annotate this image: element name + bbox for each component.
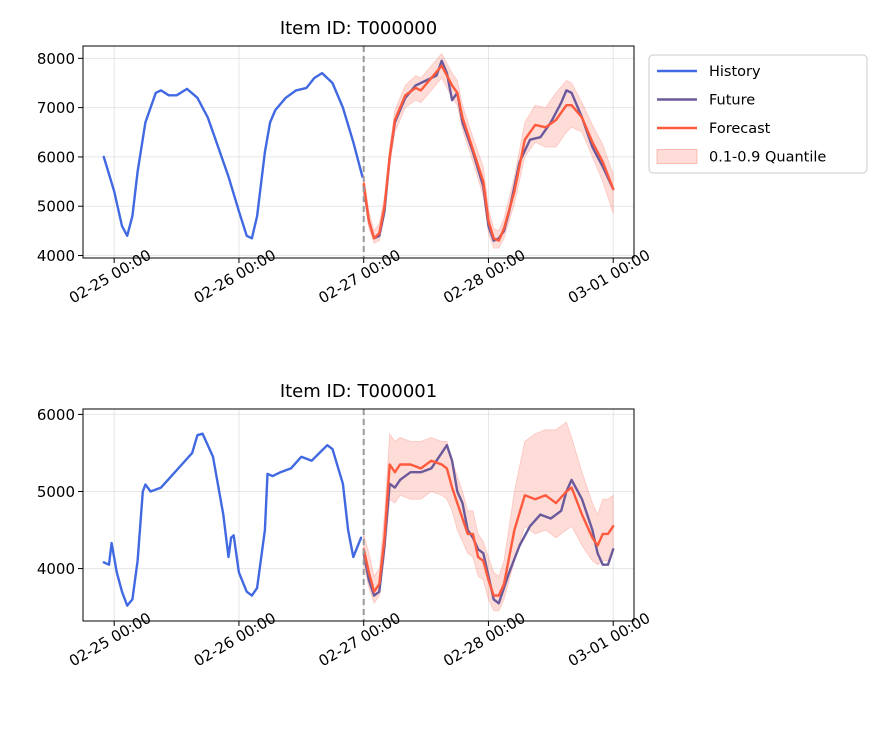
legend-label: Forecast [709,121,771,137]
y-tick-label: 4000 [37,247,75,265]
chart-item-t000001: 4000 5000 6000 02-25 00:00 02-26 00:00 02-27 … [37,381,654,670]
legend-item: 0.1-0.9 Quantile [656,149,826,166]
legend-label: 0.1-0.9 Quantile [709,150,826,166]
chart-title: Item ID: T000000 [280,18,437,39]
x-tick-label: 02-27 00:00 [315,609,403,670]
y-tick-label: 7000 [37,99,75,117]
x-tick-label: 02-26 00:00 [191,609,279,670]
series-line-forecast [362,459,615,597]
legend: History Future Forecast 0.1-0.9 Quantile [648,54,868,174]
legend-item: Future [657,93,755,109]
legend-swatch-patch [656,149,698,164]
y-tick-label: 6000 [37,406,75,424]
x-tick-label: 02-25 00:00 [66,609,154,670]
series-line-history [102,432,363,607]
y-tick-label: 8000 [37,50,75,68]
axes-frame [82,45,635,259]
x-tick-label: 03-01 00:00 [565,609,653,670]
series-line-history [102,71,364,240]
y-tick-label: 6000 [37,148,75,166]
y-tick-label: 4000 [37,560,75,578]
legend-box [648,54,868,174]
legend-label: History [709,64,761,80]
plot-area [102,421,615,612]
series-line-future [362,444,615,605]
grid [83,46,634,258]
legend-item: Forecast [657,121,771,137]
x-tick-label: 02-28 00:00 [440,609,528,670]
axes-frame [82,408,635,622]
y-tick-label: 5000 [37,483,75,501]
plot-area [102,52,615,249]
legend-item: History [657,64,761,80]
quantile-band [363,52,614,249]
y-tick-label: 5000 [37,198,75,216]
series-line-forecast [362,64,615,242]
legend-label: Future [709,93,755,109]
chart-title: Item ID: T000001 [280,381,437,402]
